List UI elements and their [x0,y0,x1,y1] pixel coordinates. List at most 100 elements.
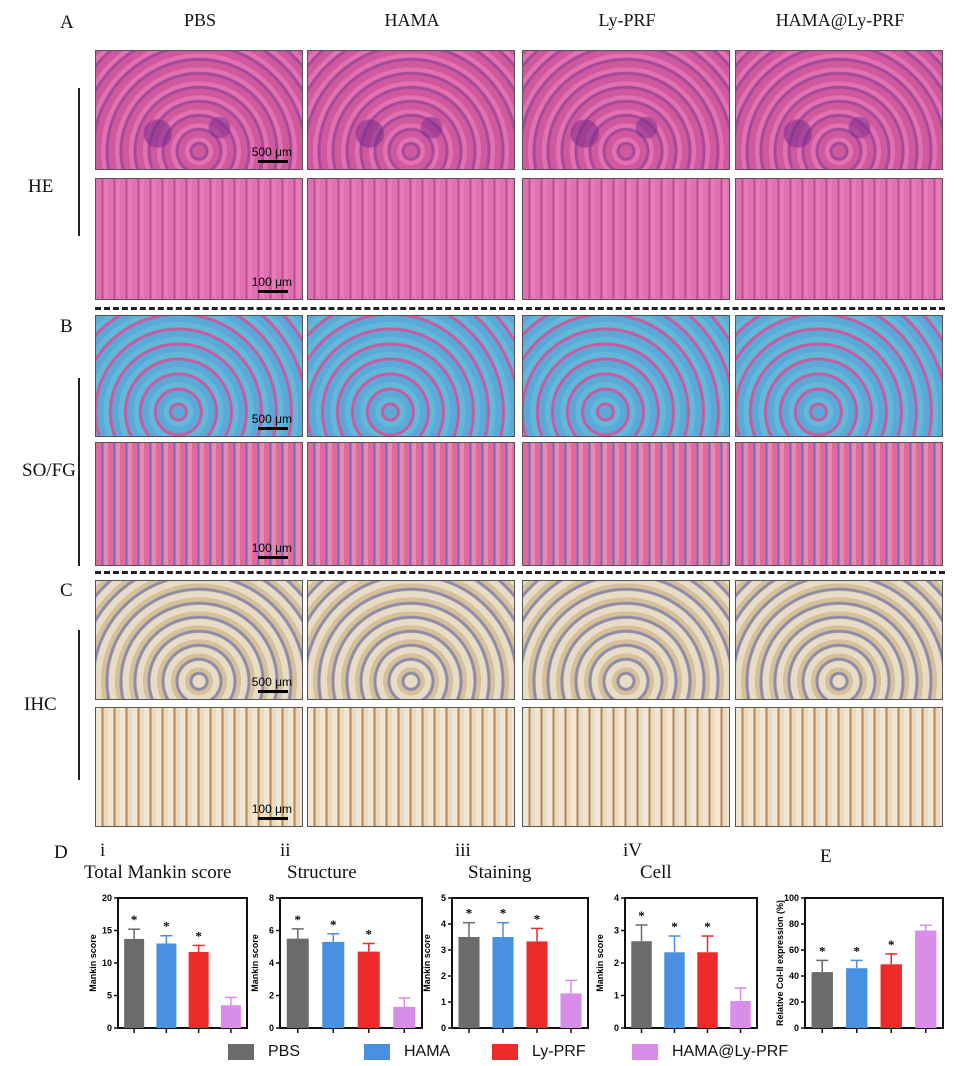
y-tick-label: 20 [789,997,799,1007]
bar-pbs [286,938,309,1028]
histology-image-sofg-low-0: 500 μm [95,315,303,437]
panel-label-b: B [60,316,73,337]
column-header-ly-prf: Ly-PRF [598,10,656,30]
y-tick-label: 4 [614,893,619,903]
row-bracket-ihc [78,630,80,780]
row-bracket-sofg [78,378,80,566]
y-tick-label: 3 [441,945,446,955]
bar-hama-ly-prf [393,1006,416,1028]
chart-title: Cell [640,862,672,883]
bar-ly-prf [188,951,209,1028]
divider [95,571,945,574]
y-tick-label: 2 [269,991,274,1001]
column-header-hama-ly-prf: HAMA@Ly-PRF [775,10,905,30]
y-tick-label: 4 [269,958,274,968]
histology-image-he-low-1 [307,50,515,170]
histology-image-sofg-high-2 [522,442,730,566]
y-tick-label: 2 [441,971,446,981]
significance-marker: * [888,937,895,952]
histology-image-ihc-low-0: 500 μm [95,580,303,700]
histology-image-ihc-low-3 [735,580,943,700]
y-tick-label: 0 [269,1023,274,1033]
legend-label: HAMA@Ly-PRF [672,1043,789,1060]
histology-image-ihc-high-1 [307,707,515,827]
histology-image-he-high-0: 100 μm [95,178,303,300]
legend-item-hama-ly-prf: HAMA@Ly-PRF [632,1043,788,1061]
chart-numeral: i [100,840,106,861]
bar-hama-ly-prf [915,930,937,1028]
divider [95,307,945,310]
legend-swatch [228,1044,254,1060]
y-tick-label: 0 [794,1023,799,1033]
histology-image-he-low-2 [522,50,730,170]
histology-image-ihc-high-0: 100 μm [95,707,303,827]
legend-label: Ly-PRF [532,1043,586,1060]
chart-title: Structure [287,862,357,883]
bar-ly-prf [357,951,380,1028]
histology-image-ihc-high-2 [522,707,730,827]
legend-swatch [364,1044,390,1060]
bar-ly-prf [526,941,548,1028]
histology-image-sofg-low-1 [307,315,515,437]
chart-numeral: ii [280,840,291,861]
y-tick-label: 5 [107,991,112,1001]
scale-bar [258,817,288,820]
scale-bar [258,690,288,693]
legend-label: PBS [268,1043,301,1060]
histology-image-sofg-high-3 [735,442,943,566]
legend-label: HAMA [404,1043,451,1060]
y-axis-label: Mankin score [595,934,605,992]
significance-marker: * [704,919,711,934]
legend-item-ly-prf: Ly-PRF [492,1043,632,1061]
y-axis-label: Mankin score [422,934,432,992]
y-tick-label: 15 [102,926,112,936]
y-tick-label: 8 [269,893,274,903]
panel-label-e: E [820,846,832,867]
y-tick-label: 1 [614,991,619,1001]
y-tick-label: 0 [107,1023,112,1033]
bar-ly-prf [697,952,718,1028]
histology-image-sofg-high-1 [307,442,515,566]
bar-pbs [124,938,145,1028]
column-header-hama: HAMA [384,10,440,30]
scale-bar-label: 500 μm [251,675,292,689]
bar-pbs [811,972,833,1028]
bar-hama [156,943,177,1028]
chart-title: Total Mankin score [84,862,232,883]
y-tick-label: 60 [789,945,799,955]
significance-marker: * [131,912,138,927]
y-tick-label: 0 [614,1023,619,1033]
column-header-pbs: PBS [183,10,217,30]
histology-image-he-low-0: 500 μm [95,50,303,170]
legend-item-hama: HAMA [364,1043,492,1061]
significance-marker: * [500,906,507,921]
y-tick-label: 2 [614,958,619,968]
significance-marker: * [330,917,337,932]
histology-image-he-high-2 [522,178,730,300]
y-tick-label: 6 [269,926,274,936]
bar-ly-prf [880,964,902,1028]
legend: PBS HAMA Ly-PRF HAMA@Ly-PRF [228,1043,788,1061]
histology-image-he-low-3 [735,50,943,170]
bar-hama-ly-prf [730,1001,751,1028]
scale-bar-label: 500 μm [251,145,292,159]
y-tick-label: 1 [441,997,446,1007]
histology-image-sofg-high-0: 100 μm [95,442,303,566]
significance-marker: * [819,943,826,958]
panel-label-d: D [54,842,68,863]
histology-image-sofg-low-3 [735,315,943,437]
y-axis-label: Relative Col-II expression (%) [775,900,785,1026]
scale-bar [258,427,288,430]
histology-image-ihc-high-3 [735,707,943,827]
chart-numeral: iV [623,840,642,861]
significance-marker: * [366,927,373,942]
bar-pbs [458,937,480,1028]
y-tick-label: 80 [789,919,799,929]
scale-bar-label: 100 μm [251,802,292,816]
plot-frame [804,897,944,1029]
y-tick-label: 0 [441,1023,446,1033]
y-tick-label: 5 [441,893,446,903]
bar-pbs [631,941,652,1028]
bar-hama-ly-prf [560,993,582,1028]
